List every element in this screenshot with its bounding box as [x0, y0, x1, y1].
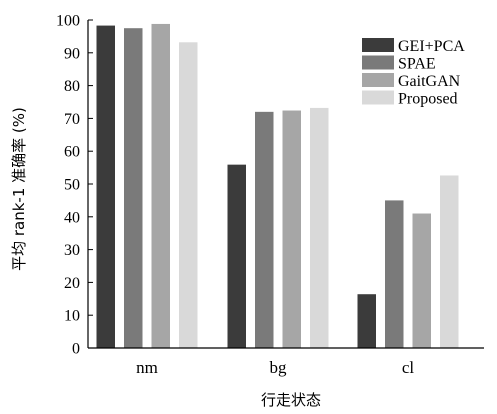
bar-nm-spae	[124, 28, 143, 348]
y-tick-label: 0	[72, 341, 80, 358]
bar-nm-gaitgan	[151, 23, 170, 348]
bar-bg-gaitgan	[282, 110, 301, 348]
bar-cl-spae	[385, 200, 404, 348]
legend-swatch	[362, 73, 394, 87]
y-tick-label: 20	[64, 275, 80, 292]
bar-cl-gaitgan	[412, 213, 431, 348]
bar-bg-spae	[255, 111, 274, 348]
bar-nm-proposed	[179, 42, 198, 348]
y-tick-label: 10	[64, 308, 80, 325]
legend-swatch	[362, 38, 394, 52]
bar-bg-gei-pca	[227, 164, 246, 348]
y-axis: 0 10 20 30 40 50 60 70 80 90 100	[56, 13, 93, 358]
x-axis: nm bg cl	[88, 347, 484, 377]
y-tick-label: 40	[64, 209, 80, 226]
x-category-label: cl	[402, 358, 415, 377]
y-tick-label: 70	[64, 111, 80, 128]
x-category-label: nm	[136, 358, 158, 377]
y-tick-label: 90	[64, 45, 80, 62]
x-category-label: bg	[270, 358, 288, 377]
legend-label: GEI+PCA	[398, 38, 465, 55]
legend-label: GaitGAN	[398, 73, 461, 90]
bar-cl-gei-pca	[357, 294, 376, 348]
bar-nm-gei-pca	[96, 25, 115, 349]
x-axis-title: 行走状态	[261, 391, 321, 409]
legend-swatch	[362, 90, 394, 105]
y-tick-label: 100	[56, 13, 80, 30]
bars	[96, 23, 459, 349]
legend-label: SPAE	[398, 56, 436, 73]
y-tick-label: 30	[64, 242, 80, 259]
y-tick-label: 80	[64, 78, 80, 95]
y-axis-title: 平均 rank-1 准确率 (%)	[10, 107, 28, 271]
y-tick-label: 50	[64, 177, 80, 194]
bar-bg-proposed	[310, 107, 329, 349]
legend-label: Proposed	[398, 91, 458, 108]
legend-swatch	[362, 55, 394, 70]
y-tick-label: 60	[64, 144, 80, 161]
bar-cl-proposed	[440, 175, 459, 348]
